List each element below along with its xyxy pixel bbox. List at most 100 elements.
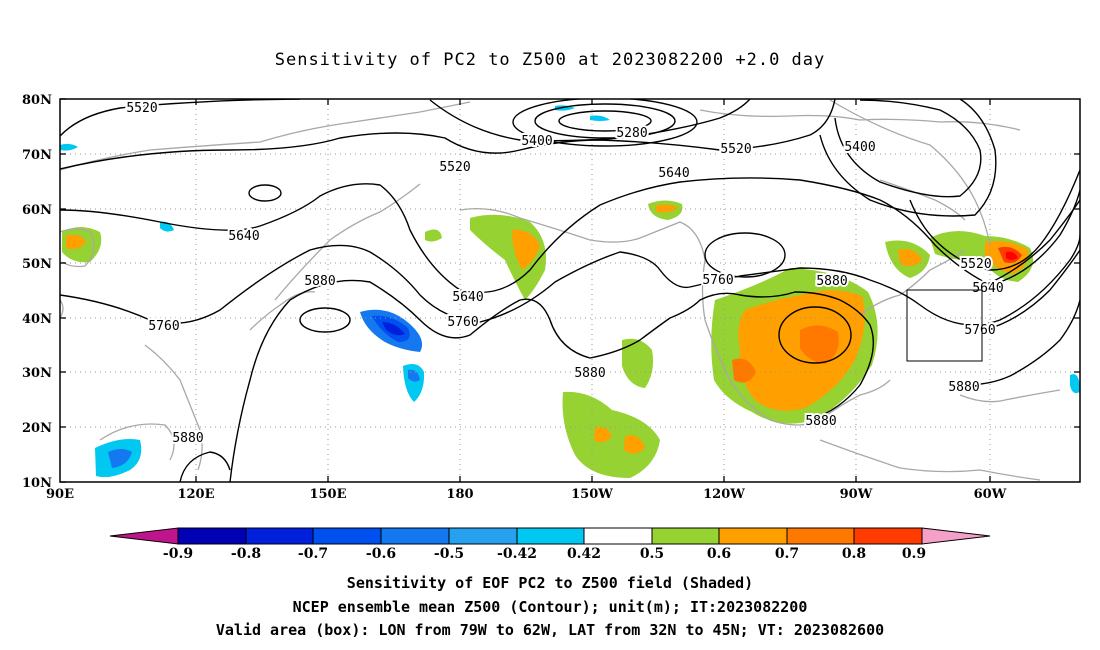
colorbar-segment: [651, 527, 720, 545]
coastline: [819, 439, 1041, 481]
negative-shading-region: [382, 322, 405, 336]
contour-5880: [229, 279, 875, 482]
coastline-layer: [60, 99, 1061, 481]
contour-5880-se: [964, 299, 1080, 386]
map-title: Sensitivity of PC2 to Z500 at 2023082200…: [274, 50, 826, 70]
colorbar-segment: [380, 527, 450, 545]
contour-5640-se: [984, 199, 1080, 286]
colorbar-tick: -0.42: [497, 546, 537, 562]
contour-label: 5520: [960, 257, 991, 272]
colorbar-tick: -0.6: [366, 546, 396, 562]
contour-label: 5880: [805, 414, 836, 429]
positive-shading-region: [800, 325, 839, 364]
colorbar-segment: [853, 527, 923, 545]
colorbar-ticks: -0.9 -0.8 -0.7 -0.6 -0.5 -0.42 0.42 0.5 …: [163, 546, 926, 562]
coastline: [639, 221, 706, 321]
lat-label: 30N: [22, 366, 52, 381]
contour-5640-cut2: [704, 232, 786, 278]
coastline: [144, 344, 203, 471]
contour-label: 5640: [658, 166, 689, 181]
lat-label: 50N: [22, 257, 52, 272]
colorbar: [109, 527, 991, 545]
shading-layer: [60, 105, 1080, 478]
lon-label: 90W: [840, 487, 873, 502]
contour-5520: [60, 99, 301, 137]
contour-label: 5880: [304, 274, 335, 289]
lat-label: 60N: [22, 203, 52, 218]
negative-shading-region: [408, 369, 420, 382]
lon-label: 120E: [177, 487, 214, 502]
colorbar-segment: [177, 527, 247, 545]
negative-shading-region: [403, 364, 425, 402]
contour-label: 5880: [816, 274, 847, 289]
coastline: [459, 207, 641, 243]
coastline: [99, 423, 175, 461]
colorbar-tick: 0.8: [842, 546, 866, 562]
contour-5880-high: [778, 306, 852, 364]
negative-shading-region: [60, 143, 78, 151]
colorbar-segment: [516, 527, 585, 545]
colorbar-segment: [786, 527, 855, 545]
contour-label: 5760: [447, 315, 478, 330]
colorbar-tick: 0.7: [775, 546, 799, 562]
coastline: [60, 228, 95, 268]
positive-shading-region: [898, 249, 922, 267]
latitude-labels: 80N 70N 60N 50N 40N 30N 20N 10N: [22, 93, 52, 491]
positive-shading-region: [624, 435, 645, 454]
negative-shading-region: [160, 221, 174, 232]
negative-shading-region: [108, 449, 132, 468]
contour-label: 5640: [228, 229, 259, 244]
contour-5280-inner: [534, 103, 676, 139]
coastline: [60, 299, 64, 319]
contour-label: 5280: [616, 126, 647, 141]
lat-label: 70N: [22, 148, 52, 163]
lat-label: 10N: [22, 476, 52, 491]
lon-label: 180: [446, 487, 473, 502]
contour-layer: [60, 99, 1080, 482]
contour-label: 5520: [439, 160, 470, 175]
colorbar-tick: 0.42: [567, 546, 601, 562]
positive-shading-region: [66, 234, 86, 250]
contour-label: 5640: [972, 281, 1003, 296]
plot-frame: [59, 98, 1081, 483]
contour-label: 5880: [574, 366, 605, 381]
contour-5400-east: [834, 99, 982, 198]
coastline: [249, 291, 316, 331]
colorbar-segment: [718, 527, 788, 545]
coastline: [959, 389, 1061, 403]
contour-label: 5760: [148, 319, 179, 334]
positive-shading-region: [470, 214, 546, 300]
contour-5880-low: [299, 307, 351, 333]
contour-5640: [60, 177, 1080, 294]
coastline: [274, 183, 421, 301]
longitude-labels: 90E 120E 150E 180 150W 120W 90W 60W: [46, 487, 1007, 502]
contour-5520-trough: [909, 169, 1080, 271]
contour-label: 5760: [964, 323, 995, 338]
lon-label: 150W: [571, 487, 613, 502]
contour-5520-east: [819, 99, 997, 217]
contour-5640-cut: [248, 184, 282, 202]
negative-shading-region: [590, 115, 610, 121]
colorbar-tick: -0.9: [163, 546, 193, 562]
contour-label: 5520: [126, 101, 157, 116]
contour-label: 5520: [720, 142, 751, 157]
positive-shading-region: [512, 229, 540, 270]
coastline: [699, 109, 1021, 131]
coastline: [829, 99, 991, 246]
contour-label: 5400: [521, 134, 552, 149]
positive-shading-region: [622, 338, 654, 388]
contour-5880-sw: [179, 451, 231, 482]
colorbar-tick: -0.7: [298, 546, 328, 562]
lon-label: 120W: [703, 487, 745, 502]
contour-5520-north: [60, 99, 836, 170]
coastline: [879, 179, 966, 221]
colorbar-high-triangle: [921, 527, 991, 545]
caption-line-2: NCEP ensemble mean Z500 (Contour); unit(…: [292, 598, 808, 616]
contour-labels: 5520 5280 5400 5520 5400 5520 5640 5640 …: [124, 99, 1005, 448]
valid-area-box: [906, 289, 983, 362]
contour-5760-se: [984, 249, 1080, 331]
coastline: [60, 101, 471, 171]
lon-label: 60W: [974, 487, 1007, 502]
contour-label: 5880: [948, 380, 979, 395]
